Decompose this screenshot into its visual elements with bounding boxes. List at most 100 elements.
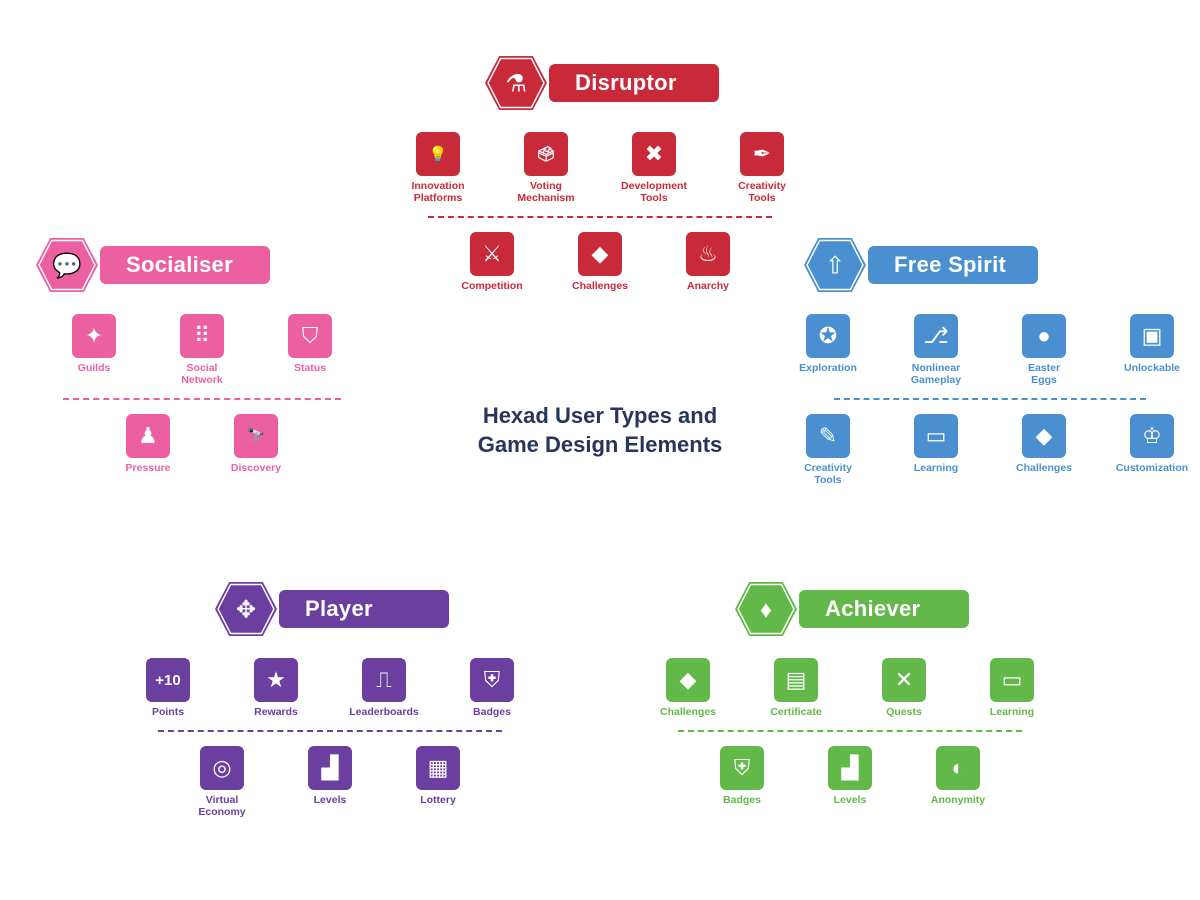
free-spirit-tile-icon: ▭ [914,414,958,458]
socialiser-rows: ✦Guilds ⠿SocialNetwork ⛉ Status ♟ Pressure 🔭Di… [32,314,372,474]
achiever-item-badges: ⛨ Badges [702,746,782,806]
player-tile-icon: ⎍ [362,658,406,702]
disruptor-tile-icon: 💡 [416,132,460,176]
glyph-icon: ⎍ [376,669,391,691]
glyph-icon: ◐ [951,757,964,779]
player-row-1: ◎VirtualEconomy▟Levels▦Lottery [182,746,478,818]
player-item-points: +10 Points [128,658,208,718]
socialiser-item-social-network: ⠿SocialNetwork [162,314,242,386]
player-tile-icon: ★ [254,658,298,702]
disruptor-tile-icon: ⚔ [470,232,514,276]
item-label: EasterEggs [1028,362,1060,386]
disruptor-row-1: ⚔Competition◆Challenges♨Anarchy [452,232,748,292]
player-hex-icon: ✥ [211,578,281,640]
socialiser-item-status: ⛉ Status [270,314,350,386]
socialiser-row-1: ♟ Pressure 🔭Discovery [108,414,296,474]
glyph-icon: ▦ [428,757,449,779]
player-tile-icon: ▦ [416,746,460,790]
free-spirit-item-easter-eggs: ●EasterEggs [1004,314,1084,386]
disruptor-row-0: 💡InnovationPlatforms🗳VotingMechanism✖Dev… [398,132,802,204]
player-item-leaderboards: ⎍Leaderboards [344,658,424,718]
free-spirit-rows: ✪Exploration⎇NonlinearGameplay●EasterEgg… [800,314,1180,486]
player-item-rewards: ★ Rewards [236,658,316,718]
player-tile-icon: ⛨ [470,658,514,702]
glyph-icon: ⎇ [923,325,948,347]
item-label: Status [294,362,326,374]
glyph-icon: ▤ [786,669,807,691]
glyph-icon: ▟ [842,757,859,779]
socialiser-title-bar: Socialiser [100,246,270,284]
glyph-icon: ▟ [322,757,339,779]
glyph-icon: ▭ [926,425,947,447]
glyph-icon: +10 [155,673,180,688]
title-line2: Game Design Elements [478,432,723,457]
group-disruptor: ⚗ Disruptor💡InnovationPlatforms🗳VotingMe… [390,52,810,292]
glyph-icon: ⛨ [734,757,751,779]
achiever-item-certificate: ▤ Certificate [756,658,836,718]
disruptor-tile-icon: 🗳 [524,132,568,176]
item-label: NonlinearGameplay [911,362,961,386]
free-spirit-item-nonlinear-gameplay: ⎇ NonlinearGameplay [896,314,976,386]
group-achiever: ♦ Achiever◆Challenges▤Certificate✕Quests… [640,578,1060,806]
free-spirit-tile-icon: ✪ [806,314,850,358]
socialiser-hex-icon: 💬 [32,234,102,296]
socialiser-row-0: ✦Guilds ⠿SocialNetwork ⛉ Status [54,314,350,386]
socialiser-item-guilds: ✦Guilds [54,314,134,386]
free-spirit-tile-icon: ⎇ [914,314,958,358]
glyph-icon: ◆ [680,669,697,691]
item-label: Competition [461,280,522,292]
achiever-hex-icon: ♦ [731,578,801,640]
item-label: Challenges [1016,462,1072,474]
achiever-row-1: ⛨Badges▟Levels◐Anonymity [702,746,998,806]
glyph-icon: ⛨ [484,669,501,691]
achiever-item-quests: ✕Quests [864,658,944,718]
achiever-tile-icon: ▟ [828,746,872,790]
disruptor-hex-icon: ⚗ [481,52,551,114]
socialiser-item-discovery: 🔭Discovery [216,414,296,474]
item-label: Badges [723,794,761,806]
item-label: Certificate [770,706,821,718]
socialiser-divider [63,398,342,400]
free-spirit-divider [834,398,1146,400]
disruptor-item-competition: ⚔ Competition [452,232,532,292]
player-tile-icon: +10 [146,658,190,702]
disruptor-item-voting-mechanism: 🗳 VotingMechanism [506,132,586,204]
glyph-icon: ◆ [592,243,609,265]
item-label: Learning [914,462,958,474]
glyph-icon: ✕ [895,669,913,691]
achiever-item-challenges: ◆Challenges [648,658,728,718]
glyph-icon: 💡 [429,147,448,162]
achiever-tile-icon: ▤ [774,658,818,702]
free-spirit-item-challenges: ◆Challenges [1004,414,1084,486]
center-title: Hexad User Types and Game Design Element… [400,402,800,459]
disruptor-title-bar: Disruptor [549,64,719,102]
item-label: Points [152,706,184,718]
achiever-tile-icon: ◆ [666,658,710,702]
item-label: Levels [314,794,347,806]
glyph-icon: ▣ [1142,325,1163,347]
player-tile-icon: ▟ [308,746,352,790]
item-label: VotingMechanism [517,180,574,204]
player-item-virtual-economy: ◎VirtualEconomy [182,746,262,818]
socialiser-tile-icon: ⛉ [288,314,332,358]
group-header-socialiser: 💬 Socialiser [32,234,372,296]
item-label: Rewards [254,706,298,718]
item-label: CreativityTools [804,462,852,486]
item-label: SocialNetwork [181,362,222,386]
glyph-icon: ⚔ [482,243,502,265]
achiever-divider [678,730,1022,732]
disruptor-item-creativity-tools: ✒CreativityTools [722,132,802,204]
item-label: Unlockable [1124,362,1180,374]
free-spirit-title-bar: Free Spirit [868,246,1038,284]
free-spirit-item-learning: ▭ Learning [896,414,976,486]
player-item-levels: ▟ Levels [290,746,370,818]
achiever-tile-icon: ✕ [882,658,926,702]
glyph-icon: ♔ [1142,425,1162,447]
glyph-icon: ✪ [819,325,837,347]
item-label: Levels [834,794,867,806]
item-label: Pressure [126,462,171,474]
achiever-item-levels: ▟ Levels [810,746,890,806]
glyph-icon: ♟ [138,425,158,447]
disruptor-item-challenges: ◆Challenges [560,232,640,292]
glyph-icon: 🗳 [536,147,555,162]
